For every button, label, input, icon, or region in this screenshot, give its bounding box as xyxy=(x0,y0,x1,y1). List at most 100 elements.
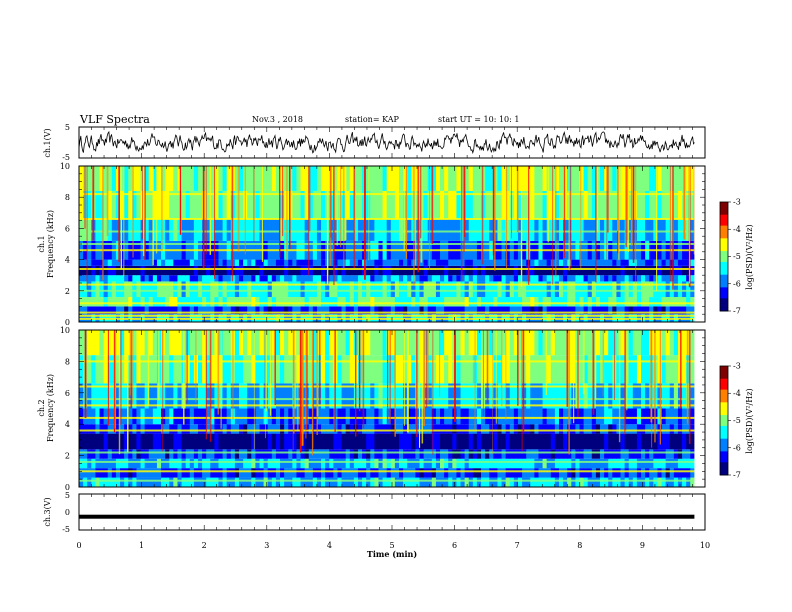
spectrogram-cell xyxy=(550,408,556,425)
spectrogram-cell xyxy=(558,281,564,298)
spectrogram-cell xyxy=(177,259,182,266)
spectrogram-cell xyxy=(632,383,638,409)
spectrogram-cell xyxy=(563,458,568,469)
spectrogram-cell xyxy=(628,281,634,298)
spectrogram-cell xyxy=(156,477,162,487)
spectrogram-cell xyxy=(189,408,195,425)
ch2-spectrogram-ticks xyxy=(78,329,706,488)
colorbar-step xyxy=(720,395,728,398)
spectrogram-cell xyxy=(464,190,470,220)
ch2-colorbar: -3-4-5-6-7 log(PSD)(V²/Hz) xyxy=(719,362,754,480)
spectrogram-cell xyxy=(353,281,359,298)
colorbar-tick-label: -7 xyxy=(733,307,741,316)
spectrogram-cell xyxy=(444,449,449,459)
spectrogram-cell xyxy=(645,477,650,487)
spectrogram-cell xyxy=(641,190,646,220)
spectrogram-cell xyxy=(579,259,584,266)
colorbar-step xyxy=(720,429,728,432)
spectrogram-cell xyxy=(148,424,154,434)
spectrogram-cell xyxy=(530,330,535,356)
spectrogram-cell xyxy=(156,424,162,434)
spectrogram-cell xyxy=(374,433,379,450)
spectrogram-cell xyxy=(415,458,420,469)
spectrogram-cell xyxy=(95,355,100,384)
spectrogram-cell xyxy=(440,383,445,409)
spectrogram-cell xyxy=(390,275,396,282)
spectrogram-cell xyxy=(472,265,478,276)
spectrogram-cell xyxy=(485,281,490,298)
spectrogram-cell xyxy=(440,265,445,276)
spectrogram-cell xyxy=(542,468,548,478)
spectrogram-cell xyxy=(140,297,146,307)
spectrogram-cell xyxy=(472,468,478,478)
spectrogram-cell xyxy=(690,477,695,487)
no-data-region xyxy=(694,330,705,487)
spectrogram-cell xyxy=(152,468,158,478)
spectrogram-cell xyxy=(308,383,314,409)
spectrogram-cell xyxy=(169,424,174,434)
spectrogram-cell xyxy=(136,275,141,282)
spectrogram-cell xyxy=(357,449,363,459)
spectrogram-cell xyxy=(669,383,675,409)
spectrogram-cell xyxy=(546,306,552,315)
sferic-streak xyxy=(362,330,365,429)
spectrogram-cell xyxy=(423,281,429,298)
spectrogram-cell xyxy=(275,259,281,266)
spectrogram-cell xyxy=(312,330,318,356)
spectrogram-cell xyxy=(226,166,232,191)
spectrogram-cell xyxy=(267,424,273,434)
spectrogram-cell xyxy=(321,449,326,459)
spectrogram-cell xyxy=(386,330,392,356)
sferic-streak xyxy=(292,330,294,450)
spectrogram-cell xyxy=(558,408,564,425)
time-tick-label: 6 xyxy=(452,541,457,550)
spectrogram-cell xyxy=(493,468,498,478)
spectrogram-cell xyxy=(288,297,293,307)
spectrogram-cell xyxy=(476,275,482,282)
spectrogram-cell xyxy=(464,424,470,434)
spectrogram-cell xyxy=(308,166,314,191)
spectrogram-cell xyxy=(509,219,515,241)
spectrogram-cell xyxy=(653,458,658,469)
spectrogram-cell xyxy=(353,219,359,241)
spectrogram-cell xyxy=(641,477,646,487)
spectrogram-cell xyxy=(669,297,675,307)
spectrogram-cell xyxy=(628,477,634,487)
spectrogram-cell xyxy=(641,433,646,450)
spectrogram-cell xyxy=(341,458,347,469)
sferic-streak xyxy=(209,166,212,255)
spectrogram-cell xyxy=(673,166,679,191)
spectrogram-cell xyxy=(632,468,638,478)
spectrogram-cell xyxy=(210,306,215,315)
spectrogram-cell xyxy=(337,281,342,298)
spectrogram-cell xyxy=(152,458,158,469)
sferic-streak xyxy=(492,330,493,455)
spectrogram-cell xyxy=(448,355,453,384)
spectrogram-cell xyxy=(423,383,429,409)
sferic-streak xyxy=(205,166,207,255)
spectrogram-cell xyxy=(238,166,244,191)
spectrogram-cell xyxy=(234,408,240,425)
spectrogram-cell xyxy=(690,306,695,315)
spectrogram-cell xyxy=(476,297,482,307)
sferic-streak xyxy=(305,330,307,439)
spectrogram-cell xyxy=(255,458,260,469)
spectrogram-cell xyxy=(300,259,306,266)
spectrogram-cell xyxy=(423,265,429,276)
spectrogram-cell xyxy=(366,219,371,241)
spectrogram-cell xyxy=(341,468,347,478)
spectrogram-cell xyxy=(575,477,580,487)
spectrogram-cell xyxy=(493,424,498,434)
spectrogram-cell xyxy=(316,297,322,307)
spectrogram-cell xyxy=(444,259,449,266)
spectrogram-cell xyxy=(267,449,273,459)
spectrogram-cell xyxy=(468,383,474,409)
spectrogram-cell xyxy=(296,458,301,469)
spectrogram-cell xyxy=(378,166,383,191)
spectrogram-cell xyxy=(107,190,113,220)
spectrogram-cell xyxy=(83,219,88,241)
colorbar-step xyxy=(720,283,728,286)
spectrogram-cell xyxy=(238,275,244,282)
sferic-streak xyxy=(286,166,288,261)
spectrogram-cell xyxy=(316,190,322,220)
